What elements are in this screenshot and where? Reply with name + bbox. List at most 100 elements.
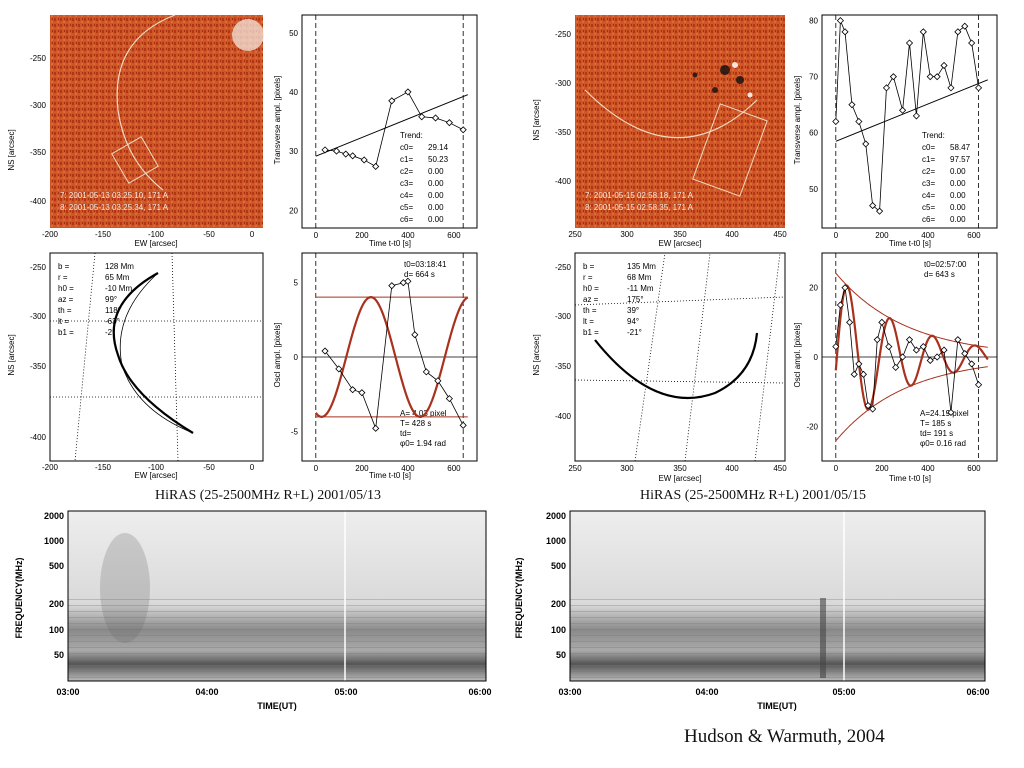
data-point: [876, 207, 884, 215]
citation: Hudson & Warmuth, 2004: [684, 726, 885, 747]
y-tick-label: -350: [30, 148, 47, 157]
legend-line-1: 7: 2001-05-15 02:58:18, 171 A: [585, 191, 694, 200]
coeff-value: 0.00: [428, 179, 444, 188]
data-point: [372, 162, 380, 171]
x-tick-label: 04:00: [195, 687, 218, 697]
x-tick-label: -200: [42, 230, 59, 239]
x-tick-label: 05:00: [334, 687, 357, 697]
data-point: [975, 84, 983, 92]
left-euv-image-panel: 7: 2001-05-13 03:25:10, 171 A 8: 2001-05…: [7, 14, 264, 248]
data-point: [358, 389, 366, 397]
loop-projection: [594, 332, 759, 400]
data-point: [349, 152, 357, 160]
legend-line-2: 8: 2001-05-15 02:58:35, 171 A: [585, 203, 694, 212]
y-axis-label: NS [arcsec]: [7, 334, 16, 375]
x-tick-label: -200: [42, 463, 59, 472]
plot-frame: [821, 14, 998, 229]
coeff-value: 0.00: [950, 191, 966, 200]
data-point: [321, 146, 329, 154]
x-axis-label: EW [arcsec]: [658, 474, 701, 483]
data-point: [947, 84, 955, 92]
y-tick-label: 50: [809, 185, 818, 194]
data-point: [919, 28, 927, 36]
y-axis-label: Oscl ampl. [pixels]: [273, 323, 282, 388]
data-point: [855, 117, 863, 126]
y-tick-label: -300: [30, 312, 47, 321]
y-tick-label: -350: [30, 362, 47, 371]
svg-text:r =: r =: [58, 273, 68, 282]
y-axis-label: FREQUENCY(MHz): [14, 558, 24, 639]
coeff-value: 0.00: [950, 203, 966, 212]
data-point: [885, 343, 893, 351]
y-tick-label: -250: [30, 263, 47, 272]
left-trend-plot: Transverse ampl. [pixels] Time t-t0 [s] …: [273, 14, 478, 248]
data-point: [878, 318, 886, 326]
data-point: [899, 106, 907, 114]
svg-text:th =: th =: [58, 306, 72, 315]
x-tick-label: -150: [95, 230, 112, 239]
y-tick-label: 30: [289, 147, 298, 156]
y-tick-label: -400: [555, 177, 572, 186]
data-point: [954, 28, 962, 36]
y-tick-label: 500: [49, 561, 64, 571]
x-tick-label: 0: [834, 464, 839, 473]
data-point: [926, 356, 934, 365]
y-tick-label: 40: [289, 88, 298, 97]
left-oscillation-plot: Oscl ampl. [pixels] Time t-t0 [s] t0=03:…: [273, 252, 478, 480]
data-point: [919, 343, 927, 351]
y-axis-label: FREQUENCY(MHz): [514, 558, 524, 639]
coeff-label: c5=: [922, 203, 935, 212]
svg-text:b =: b =: [58, 262, 70, 271]
coeff-label: c6=: [400, 215, 413, 224]
x-tick-label: 03:00: [56, 687, 79, 697]
y-tick-label: 1000: [546, 536, 566, 546]
svg-text:h0 =: h0 =: [583, 284, 599, 293]
svg-text:68 Mm: 68 Mm: [627, 273, 652, 282]
svg-text:b1 =: b1 =: [58, 328, 74, 337]
svg-text:az =: az =: [583, 295, 599, 304]
data-point: [832, 117, 840, 126]
x-axis-label: Time t-t0 [s]: [369, 471, 411, 480]
svg-text:-21°: -21°: [627, 328, 642, 337]
data-point: [388, 282, 396, 290]
x-tick-label: 250: [568, 464, 582, 473]
y-tick-label: 20: [289, 206, 298, 215]
y-tick-label: -300: [555, 312, 572, 321]
x-tick-label: 400: [921, 464, 935, 473]
svg-text:128 Mm: 128 Mm: [105, 262, 134, 271]
x-axis-label: EW [arcsec]: [658, 239, 701, 248]
y-tick-label: 0: [294, 353, 299, 362]
right-trend-plot: Transverse ampl. [pixels] Time t-t0 [s] …: [793, 14, 998, 248]
x-tick-label: 450: [773, 464, 787, 473]
data-point: [947, 408, 955, 417]
data-point: [841, 284, 849, 292]
fit-amplitude: A=24.19 pixel: [920, 409, 969, 418]
coeff-label: c1=: [400, 155, 413, 164]
spectrogram-title: HiRAS (25-2500MHz R+L) 2001/05/15: [640, 488, 867, 503]
fit-period: T= 428 s: [400, 419, 431, 428]
y-tick-label: 50: [556, 650, 566, 660]
data-point: [869, 405, 877, 413]
x-tick-label: 03:00: [558, 687, 581, 697]
data-point: [832, 343, 840, 351]
data-point: [926, 73, 934, 81]
x-tick-label: 350: [673, 464, 687, 473]
data-point: [855, 360, 863, 368]
data-point: [848, 101, 856, 109]
x-tick-label: -50: [203, 230, 215, 239]
data-point: [422, 368, 430, 376]
data-point: [882, 84, 891, 92]
svg-text:99°: 99°: [105, 295, 117, 304]
coeff-label: c3=: [922, 179, 935, 188]
x-tick-label: 200: [875, 231, 889, 240]
y-tick-label: 200: [551, 599, 566, 609]
svg-text:az =: az =: [58, 295, 74, 304]
y-tick-label: 20: [809, 284, 818, 293]
plot-frame: [49, 252, 264, 462]
svg-text:118°: 118°: [105, 306, 121, 315]
x-axis-label: Time t-t0 [s]: [889, 239, 931, 248]
trend-title: Trend:: [922, 131, 945, 140]
data-point: [859, 370, 868, 378]
coeff-label: c1=: [922, 155, 935, 164]
x-axis-label: Time t-t0 [s]: [369, 239, 411, 248]
